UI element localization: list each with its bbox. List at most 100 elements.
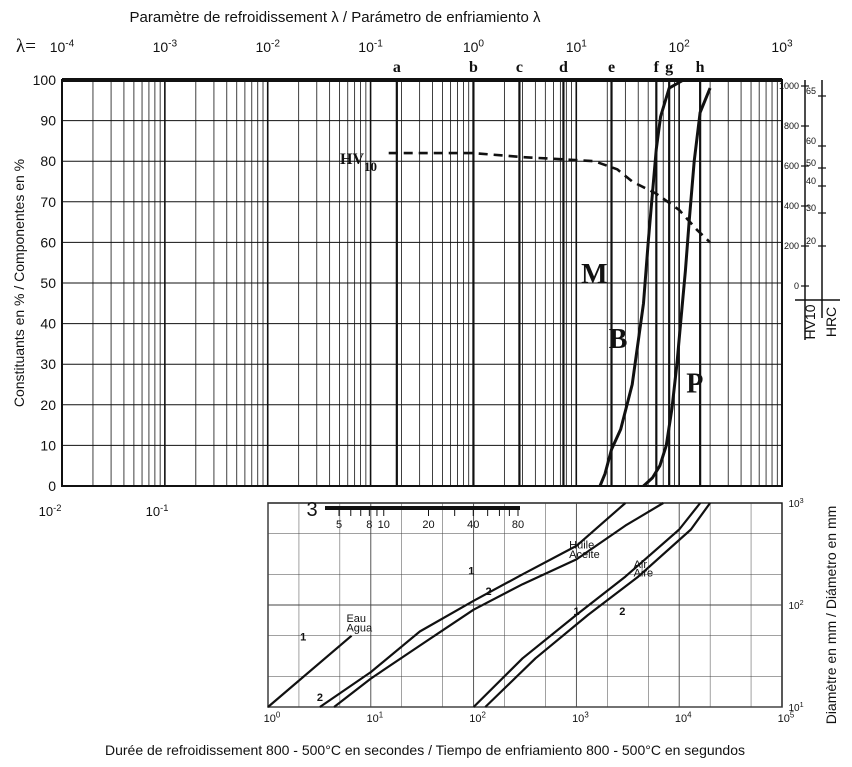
top-axis-tick-label: 102 <box>669 38 691 55</box>
main-y-tick-label: 70 <box>40 194 56 210</box>
lambda-prefix: λ= <box>16 36 36 57</box>
letter-label-f: f <box>654 59 660 76</box>
hrc-scale-tick-label: 40 <box>806 176 816 186</box>
hv10-scale-tick-label: 600 <box>784 161 799 171</box>
air-label-fr: Air <box>634 559 648 571</box>
main-y-tick-label: 20 <box>40 397 56 413</box>
lower-x-tick-label: 103 <box>572 711 589 725</box>
hv10-scale-tick-label: 1000 <box>779 81 799 91</box>
lower-series-line <box>484 502 711 708</box>
series-line-m <box>598 78 685 487</box>
lower-x-tick-label: 102 <box>469 711 486 725</box>
series-line-b <box>642 87 712 488</box>
hv10-scale-tick-label: 400 <box>784 201 799 211</box>
hrc-scale-label: HRC <box>823 307 839 337</box>
lower-series-line <box>333 502 664 708</box>
lower-series-line <box>267 634 353 708</box>
top-axis-tick-label: 10-4 <box>50 38 75 55</box>
lower-y-tick-label: 101 <box>788 700 803 714</box>
letter-label-g: g <box>665 59 673 76</box>
hrc-scale-tick-label: 60 <box>806 136 816 146</box>
phase-label-p: P <box>686 369 703 400</box>
hv10-scale-tick-label: 200 <box>784 241 799 251</box>
top-axis-tick-label: 103 <box>771 38 793 55</box>
air-label-es: Aire <box>634 568 654 580</box>
ruler-tick-label: 5 <box>336 519 342 531</box>
phase-labels: M B P <box>581 259 703 400</box>
lower-chart-xlabel: Durée de refroidissement 800 - 500°C en … <box>105 742 745 758</box>
top-axis-tick-label: 10-3 <box>153 38 178 55</box>
main-chart-grid <box>61 78 783 487</box>
hv10-scale-label: HV10 <box>802 304 818 339</box>
top-axis-ticks: 10-4 10-3 10-2 10-1 100 101 102 103 <box>50 38 793 55</box>
top-axis-title: Paramètre de refroidissement λ / Parámet… <box>129 9 541 26</box>
main-y-tick-label: 100 <box>33 72 57 88</box>
lower-series-line <box>319 502 627 708</box>
main-bottom-tick-label: 10-1 <box>146 503 169 519</box>
water-label-fr: Eau <box>346 613 366 625</box>
hardness-scales: 0 200 400 600 800 1000 20 30 40 50 60 65 HV10 HRC <box>779 80 840 340</box>
top-axis-tick-label: 101 <box>566 38 588 55</box>
main-chart-ylabel: Constituants en % / Componentes en % <box>11 159 27 407</box>
lower-x-tick-label: 105 <box>778 711 795 725</box>
oil-label-es: Aceite <box>569 549 600 561</box>
hrc-scale-tick-label: 65 <box>806 86 816 96</box>
ruler-scale: 3 5 8 10 20 40 80 <box>306 499 524 531</box>
ruler-tick-label: 8 <box>366 519 372 531</box>
lower-series-line <box>472 502 702 708</box>
main-y-tick-label: 50 <box>40 275 56 291</box>
letter-label-d: d <box>559 59 568 76</box>
main-y-tick-label: 0 <box>48 478 56 494</box>
lower-chart-ylabel: Diamètre en mm / Diámetro en mm <box>823 506 839 725</box>
hv10-label-main: HV <box>340 151 364 168</box>
phase-label-b: B <box>609 324 628 355</box>
letter-label-a: a <box>393 59 401 76</box>
ruler-tick-label: 20 <box>422 519 434 531</box>
letter-label-c: c <box>516 59 523 76</box>
top-axis-tick-label: 10-1 <box>358 38 383 55</box>
curve-number-label: 1 <box>468 565 474 577</box>
lower-y-tick-label: 102 <box>788 598 803 612</box>
curve-number-label: 2 <box>317 692 323 704</box>
hrc-scale-tick-label: 20 <box>806 236 816 246</box>
hv10-label-sub: 10 <box>364 159 377 174</box>
main-chart-y-ticks: 0 10 20 30 40 50 60 70 80 90 100 <box>33 72 57 494</box>
lower-x-tick-label: 101 <box>366 711 383 725</box>
hv10-scale-tick-label: 800 <box>784 121 799 131</box>
lower-y-tick-label: 103 <box>788 496 803 510</box>
water-label-es: Agua <box>346 622 373 634</box>
phase-label-m: M <box>581 259 607 290</box>
letter-label-e: e <box>608 59 615 76</box>
main-y-tick-label: 80 <box>40 153 56 169</box>
lower-chart-grid <box>267 502 783 708</box>
hv10-scale-tick-label: 0 <box>794 281 799 291</box>
letter-label-h: h <box>696 59 705 76</box>
curve-number-label: 2 <box>619 606 625 618</box>
main-chart-series <box>388 78 712 488</box>
hrc-scale-tick-label: 30 <box>806 203 816 213</box>
main-y-tick-label: 10 <box>40 437 56 453</box>
series-line-hv10 <box>388 151 711 244</box>
hrc-scale-tick-label: 50 <box>806 158 816 168</box>
main-bottom-tick-label: 10-2 <box>39 503 62 519</box>
ruler-tick-label: 40 <box>467 519 479 531</box>
lower-x-tick-label: 104 <box>675 711 692 725</box>
curve-number-label: 1 <box>573 606 579 618</box>
hv10-curve-label: HV10 <box>340 151 377 174</box>
main-chart-bottom-ticks: 10-2 10-1 <box>39 503 169 519</box>
oil-label-fr: Huile <box>569 539 594 551</box>
main-y-tick-label: 90 <box>40 113 56 129</box>
main-y-tick-label: 60 <box>40 234 56 250</box>
top-axis-tick-label: 10-2 <box>255 38 280 55</box>
letter-label-b: b <box>469 59 478 76</box>
curve-number-label: 2 <box>486 586 492 598</box>
ruler-tick-label: 80 <box>512 519 524 531</box>
ruler-label: 3 <box>306 499 317 521</box>
main-y-tick-label: 40 <box>40 316 56 332</box>
main-y-tick-label: 30 <box>40 356 56 372</box>
ruler-tick-label: 10 <box>378 519 390 531</box>
